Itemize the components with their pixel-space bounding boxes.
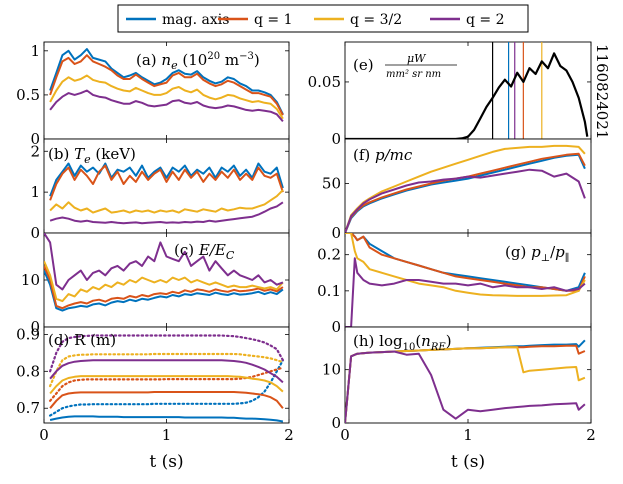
panel-h: 0 10 0 1 2 (h) log10(nRE) t (s) (322, 326, 596, 472)
series-line-mag_axis-dotted (48, 359, 284, 417)
legend: mag. axis q = 1 q = 3/2 q = 2 (117, 4, 529, 33)
panel-label-d: (d) R (m) (48, 331, 116, 349)
panel-label-b: (b) Te (keV) (48, 145, 136, 166)
xtick-label: 1 (463, 426, 473, 444)
series-line-q32-dotted (48, 352, 284, 388)
panel-g-frame (344, 232, 592, 328)
ytick-label: 0 (30, 318, 40, 336)
ytick-label: 0.5 (16, 86, 40, 104)
ytick-label: 0.05 (308, 73, 341, 91)
panel-e-unit-denominator: mm² sr nm (386, 69, 441, 80)
panel-d-frame (43, 326, 290, 424)
series-line-q2 (49, 201, 284, 225)
shot-number-label: 1160824021 (593, 44, 611, 139)
ytick-label: 0.8 (16, 362, 40, 380)
ytick-label: 0 (331, 224, 341, 242)
ytick-label: 10 (322, 361, 341, 379)
panel-label-c: (c) E/EC (174, 241, 235, 262)
ytick-label: 1 (30, 42, 40, 60)
x-axis-label: t (s) (149, 452, 183, 472)
series-line-q32 (44, 260, 284, 303)
series-line-q2 (345, 257, 586, 327)
ytick-label: 2 (30, 142, 40, 160)
panel-label-a: (a) ne (1020 m−3) (136, 51, 260, 72)
series-line-q1 (49, 391, 284, 409)
series-line-q32 (49, 74, 284, 120)
x-axis-label: t (s) (451, 452, 485, 472)
series-line-mag_axis (49, 48, 284, 115)
series-line-mag_axis (49, 162, 284, 197)
xtick-label: 2 (586, 426, 596, 444)
series-line-mag_axis (44, 270, 284, 312)
series-line-q2 (44, 233, 284, 291)
panel-c-frame (43, 232, 290, 328)
panel-label-f: (f) p/mc (353, 146, 413, 164)
panel-f: 0 50 (f) p/mc (322, 138, 592, 242)
legend-label-q32: q = 3/2 (350, 12, 402, 28)
series-line-q2 (49, 89, 284, 123)
series-line-q32 (49, 375, 284, 395)
panel-e: 0 0.05 (e) μW mm² sr nm (308, 41, 592, 148)
shot-number-layer: 1160824021 (593, 44, 611, 139)
panel-a: 0 0.5 1 (a) ne (1020 m−3) (16, 41, 290, 148)
panel-e-frame (344, 41, 592, 140)
panel-c: 0 10 (c) E/EC (21, 232, 290, 336)
ytick-label: 0 (331, 130, 341, 148)
series-line-q1 (345, 233, 586, 292)
series-line-q1 (44, 265, 284, 310)
xtick-label: 2 (284, 426, 294, 444)
panel-e-unit-numerator: μW (407, 52, 427, 65)
panel-label-h: (h) log10(nRE) (353, 332, 452, 353)
series-line-q2 (345, 350, 586, 423)
ytick-label: 0.1 (317, 282, 341, 300)
panels: 00.51(a) ne (1020 m−3)012 (b) Te (keV)010… (16, 41, 596, 472)
legend-label-q1: q = 1 (254, 12, 293, 28)
ytick-label: 0 (30, 224, 40, 242)
panel-b: 0 1 2 (b) Te (keV) (30, 138, 290, 242)
panel-label-e: (e) (353, 56, 374, 74)
ytick-label: 0 (30, 130, 40, 148)
panel-g: 0 0.1 0.2 (g) p⊥/p∥ (317, 232, 592, 336)
series-line-q1 (49, 164, 284, 201)
series-line-q2 (345, 168, 586, 233)
ytick-label: 0.7 (16, 399, 40, 417)
legend-label-mag_axis: mag. axis (162, 12, 229, 28)
ytick-label: 0 (331, 414, 341, 432)
ytick-label: 0.9 (16, 325, 40, 343)
ytick-label: 10 (21, 271, 40, 289)
panel-h-frame (344, 326, 592, 424)
series-line-q2 (49, 359, 284, 384)
ytick-label: 1 (30, 183, 40, 201)
legend-label-q2: q = 2 (466, 12, 505, 28)
ytick-label: 0 (331, 318, 341, 336)
series-line-spectrum (345, 52, 589, 139)
panel-label-g: (g) p⊥/p∥ (505, 243, 569, 264)
series-line-q32 (345, 233, 586, 297)
series-line-q2-dotted (48, 334, 284, 373)
series-line-q32 (49, 189, 284, 214)
series-line-mag_axis (49, 415, 284, 423)
xtick-label: 0 (340, 426, 350, 444)
ytick-label: 50 (322, 175, 341, 193)
panel-f-frame (344, 138, 592, 234)
series-line-q1 (49, 54, 284, 116)
ytick-label: 0.2 (317, 246, 341, 264)
xtick-label: 1 (162, 426, 172, 444)
panel-d: 0.7 0.8 0.9 0 1 2 (d) R (m) t (s) (16, 325, 294, 472)
xtick-label: 0 (39, 426, 49, 444)
